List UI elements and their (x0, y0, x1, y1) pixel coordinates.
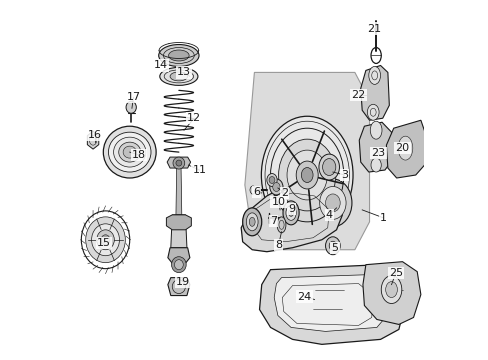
Ellipse shape (101, 235, 110, 245)
Ellipse shape (261, 116, 352, 234)
Ellipse shape (246, 213, 258, 231)
Ellipse shape (171, 257, 186, 273)
Ellipse shape (173, 157, 184, 169)
Ellipse shape (119, 142, 141, 162)
Polygon shape (87, 131, 99, 149)
Text: 8: 8 (274, 240, 282, 250)
Ellipse shape (369, 121, 381, 139)
Polygon shape (167, 157, 190, 168)
Ellipse shape (318, 154, 339, 180)
Ellipse shape (366, 104, 378, 120)
Text: 22: 22 (351, 90, 365, 100)
Ellipse shape (170, 72, 187, 81)
Ellipse shape (113, 137, 145, 167)
Ellipse shape (272, 183, 280, 192)
Ellipse shape (385, 282, 397, 298)
Ellipse shape (249, 186, 255, 194)
Text: 6: 6 (253, 187, 260, 197)
Ellipse shape (370, 158, 381, 172)
Ellipse shape (126, 101, 136, 113)
Text: 19: 19 (176, 276, 190, 287)
Text: 13: 13 (177, 67, 191, 77)
Ellipse shape (108, 132, 151, 172)
Ellipse shape (319, 186, 346, 219)
Text: 7: 7 (269, 216, 277, 226)
Text: 23: 23 (370, 148, 385, 158)
Text: 1: 1 (379, 213, 386, 223)
Polygon shape (362, 262, 420, 324)
Ellipse shape (322, 159, 335, 176)
Text: 16: 16 (87, 130, 102, 140)
Ellipse shape (174, 260, 183, 270)
Polygon shape (359, 122, 391, 172)
Text: 17: 17 (126, 92, 140, 102)
Ellipse shape (242, 208, 261, 236)
Text: 15: 15 (97, 238, 111, 248)
Ellipse shape (123, 146, 136, 158)
Text: 12: 12 (187, 113, 201, 123)
Ellipse shape (168, 50, 189, 61)
Ellipse shape (296, 161, 318, 189)
Text: 18: 18 (132, 150, 146, 160)
Text: 5: 5 (331, 243, 338, 253)
Ellipse shape (160, 67, 198, 85)
Ellipse shape (313, 179, 351, 227)
Polygon shape (167, 248, 189, 272)
Text: 21: 21 (367, 24, 381, 33)
Ellipse shape (286, 150, 326, 200)
Ellipse shape (397, 136, 412, 160)
Ellipse shape (277, 217, 285, 233)
Polygon shape (170, 215, 186, 248)
Ellipse shape (328, 241, 336, 250)
Ellipse shape (91, 224, 119, 256)
Ellipse shape (325, 237, 340, 255)
Ellipse shape (249, 217, 255, 226)
Polygon shape (274, 275, 387, 332)
Ellipse shape (176, 160, 182, 166)
Ellipse shape (381, 276, 401, 303)
Text: 10: 10 (271, 197, 285, 207)
Ellipse shape (103, 126, 156, 178)
Ellipse shape (288, 210, 293, 216)
Ellipse shape (159, 45, 199, 67)
Ellipse shape (285, 206, 296, 220)
Polygon shape (167, 278, 189, 296)
Polygon shape (360, 66, 388, 120)
Polygon shape (241, 183, 342, 252)
Polygon shape (259, 265, 406, 345)
Ellipse shape (268, 176, 274, 184)
Text: 4: 4 (325, 210, 332, 220)
Ellipse shape (368, 67, 380, 84)
Ellipse shape (278, 139, 335, 211)
Ellipse shape (301, 167, 312, 183)
Text: 14: 14 (154, 60, 168, 71)
Ellipse shape (283, 201, 299, 225)
Ellipse shape (85, 217, 125, 263)
Text: 20: 20 (395, 143, 409, 153)
Text: 11: 11 (192, 165, 206, 175)
Text: 24: 24 (297, 292, 311, 302)
Text: 25: 25 (388, 267, 402, 278)
Ellipse shape (97, 230, 114, 250)
Text: 3: 3 (341, 170, 347, 180)
Ellipse shape (325, 194, 340, 212)
Ellipse shape (266, 174, 277, 186)
Polygon shape (176, 168, 182, 215)
Text: 9: 9 (287, 204, 295, 214)
Text: 2: 2 (280, 188, 287, 198)
Polygon shape (386, 120, 425, 178)
Ellipse shape (269, 179, 283, 195)
Polygon shape (244, 72, 369, 250)
Polygon shape (166, 215, 191, 230)
